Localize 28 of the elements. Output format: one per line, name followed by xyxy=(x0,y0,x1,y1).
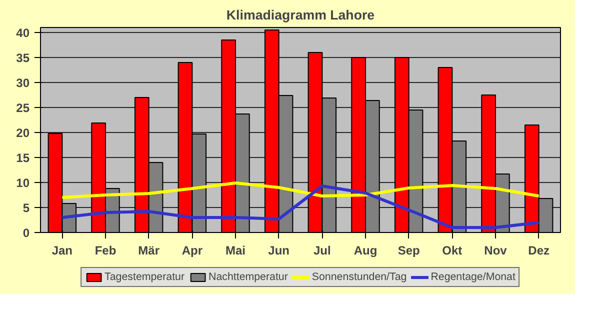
y-tick-label: 5 xyxy=(22,201,30,215)
x-tick-label: Sep xyxy=(398,244,420,258)
x-tick-label: Aug xyxy=(354,244,378,258)
x-tick-label: Jun xyxy=(268,244,290,258)
x-tick-label: Dez xyxy=(528,244,550,258)
x-tick-label: Jul xyxy=(314,244,331,258)
line-series xyxy=(60,182,540,199)
x-tick-label: Mai xyxy=(226,244,246,258)
y-tick-label: 0 xyxy=(22,226,30,240)
chart-title: Klimadiagramm Lahore xyxy=(226,8,375,22)
x-tick-label: Mär xyxy=(138,244,160,258)
x-tick-label: Okt xyxy=(442,244,462,258)
legend-label: Sonnenstunden/Tag xyxy=(312,271,407,283)
x-tick-label: Apr xyxy=(182,244,203,258)
legend-label: Nachttemperatur xyxy=(208,271,288,283)
y-tick-label: 30 xyxy=(16,76,30,90)
y-tick-label: 15 xyxy=(16,151,30,165)
y-tick-label: 20 xyxy=(16,126,30,140)
y-tick-label: 40 xyxy=(16,26,30,40)
legend-label: Regentage/Monat xyxy=(430,271,516,283)
line-series xyxy=(60,184,540,229)
legend-label: Tagestemperatur xyxy=(104,271,185,283)
y-tick-label: 25 xyxy=(16,101,30,115)
x-tick-label: Jan xyxy=(52,244,73,258)
x-tick-label: Nov xyxy=(484,244,508,258)
y-tick-label: 35 xyxy=(16,51,30,65)
x-tick-label: Feb xyxy=(94,244,116,258)
y-tick-label: 10 xyxy=(16,176,30,190)
